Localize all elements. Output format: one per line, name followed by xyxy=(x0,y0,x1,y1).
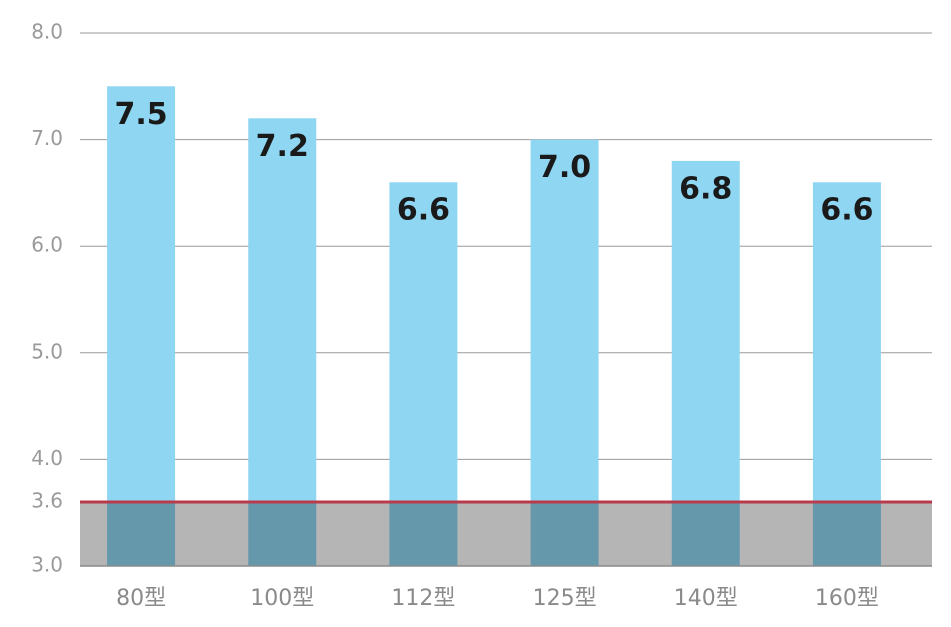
value-label: 6.6 xyxy=(820,193,873,228)
value-label: 6.6 xyxy=(397,193,450,228)
y-tick-label: 6.0 xyxy=(31,233,63,257)
y-tick-label: 3.6 xyxy=(31,489,63,513)
bar xyxy=(107,86,176,567)
bar xyxy=(671,160,740,567)
x-tick-label: 100型 xyxy=(250,586,314,611)
value-label: 7.0 xyxy=(538,150,591,185)
bar xyxy=(530,139,599,566)
x-tick-label: 112型 xyxy=(391,586,455,611)
y-tick-label: 3.0 xyxy=(31,553,63,577)
y-tick-label: 8.0 xyxy=(31,20,63,44)
value-label: 7.2 xyxy=(256,129,309,164)
bar xyxy=(248,118,317,566)
value-label: 7.5 xyxy=(115,97,168,132)
x-tick-label: 160型 xyxy=(815,586,879,611)
x-tick-label: 80型 xyxy=(116,586,166,611)
y-tick-label: 5.0 xyxy=(31,339,63,363)
x-tick-label: 125型 xyxy=(533,586,597,611)
value-label: 6.8 xyxy=(679,171,732,206)
y-tick-label: 4.0 xyxy=(31,446,63,470)
y-tick-label: 7.0 xyxy=(31,126,63,150)
shaded-band xyxy=(80,502,932,566)
x-tick-label: 140型 xyxy=(674,586,738,611)
